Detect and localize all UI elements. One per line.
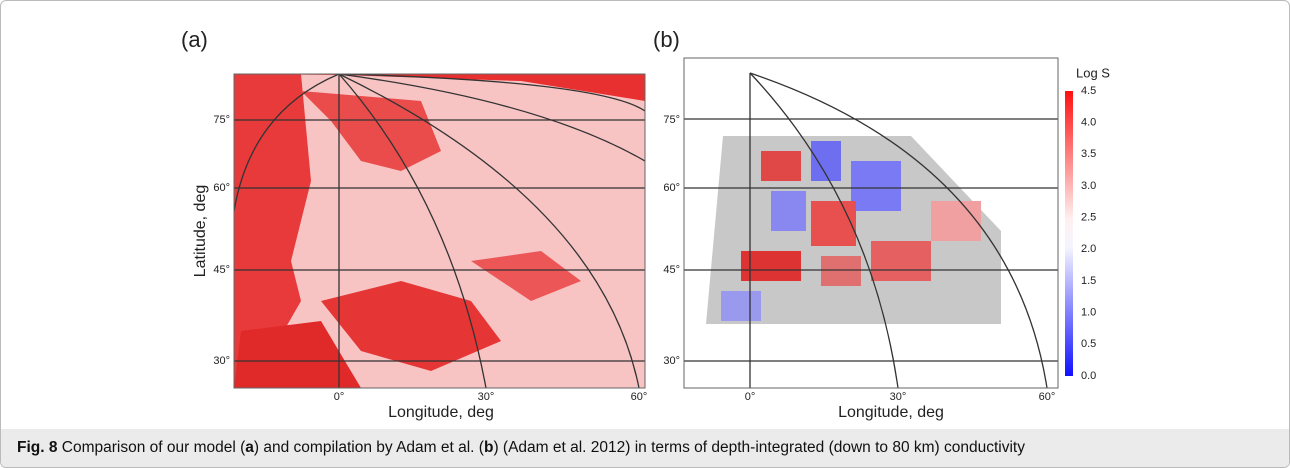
colorbar-tick-label: 0.0 (1081, 370, 1096, 382)
lat-tick-label: 30° (213, 355, 230, 367)
lon-tick-label: 0° (334, 391, 345, 403)
caption-label: Fig. 8 (17, 439, 58, 456)
lat-tick-label: 75° (663, 114, 680, 126)
colorbar (1065, 91, 1073, 376)
caption-text: ) and compilation by Adam et al. ( (253, 439, 484, 456)
lat-tick-label: 60° (213, 182, 230, 194)
lon-tick-label: 30° (478, 391, 495, 403)
lat-tick-label: 45° (213, 264, 230, 276)
colorbar-tick-label: 2.0 (1081, 243, 1096, 255)
colorbar-tick-label: 4.0 (1081, 117, 1096, 129)
lon-tick-label: 60° (631, 391, 648, 403)
caption-text: a (245, 439, 254, 456)
colorbar-tick-label: 3.0 (1081, 180, 1096, 192)
plot-frame (683, 57, 1059, 389)
lat-tick-label: 75° (213, 114, 230, 126)
caption-text: ) (Adam et al. 2012) in terms of depth-i… (493, 439, 1025, 456)
lat-tick-label: 60° (663, 182, 680, 194)
lon-tick-label: 60° (1039, 391, 1056, 403)
colorbar-tick-label: 4.5 (1081, 85, 1096, 97)
caption-text: Comparison of our model ( (61, 439, 246, 456)
axis-title: Longitude, deg (838, 404, 944, 421)
lon-tick-label: 30° (890, 391, 907, 403)
plot-frame (233, 73, 646, 389)
colorbar-tick-label: 2.5 (1081, 212, 1096, 224)
lat-tick-label: 30° (663, 355, 680, 367)
map-a (234, 74, 645, 388)
colorbar-tick-label: 0.5 (1081, 338, 1096, 350)
caption: Fig. 8 Comparison of our model (a) and c… (1, 429, 1289, 467)
axis-title: Latitude, deg (192, 185, 209, 278)
panel-label: (a) (181, 27, 208, 52)
figure-panels: (a) 75° 60° 45° 30° 0° 30° 60° Latitude, deg L… (181, 27, 1110, 421)
colorbar-tick-label: 3.5 (1081, 148, 1096, 160)
colorbar-title: Log S (1076, 65, 1110, 80)
colorbar-tick-label: 1.0 (1081, 307, 1096, 319)
caption-text: b (483, 439, 494, 456)
map-b (684, 58, 1058, 388)
colorbar-tick-label: 1.5 (1081, 275, 1096, 287)
lon-tick-label: 0° (745, 391, 756, 403)
axis-title: Longitude, deg (388, 404, 494, 421)
panel-label: (b) (653, 27, 680, 52)
lat-tick-label: 45° (663, 264, 680, 276)
